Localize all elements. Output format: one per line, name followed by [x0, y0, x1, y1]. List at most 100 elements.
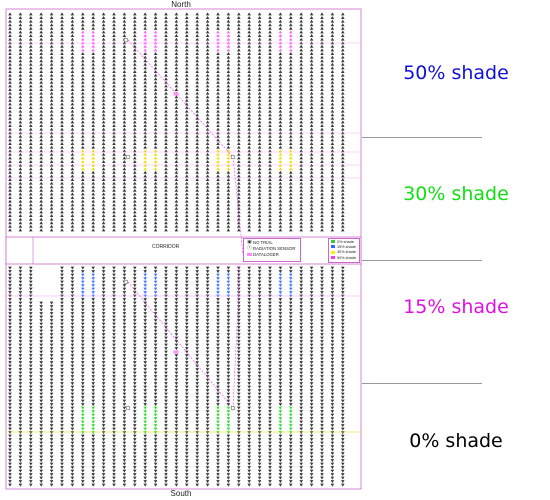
tree-icon — [29, 131, 33, 135]
tree-icon — [143, 382, 147, 386]
tree-icon — [81, 70, 85, 73]
tree-icon — [60, 41, 64, 45]
tree-icon — [341, 476, 345, 480]
tree-icon — [8, 389, 12, 393]
tree-icon — [133, 462, 137, 466]
tree-icon — [133, 340, 137, 344]
tree-icon — [247, 340, 251, 344]
tree-icon — [268, 70, 272, 73]
tree-icon — [60, 185, 64, 189]
tree-icon — [330, 214, 335, 217]
tree-icon — [81, 196, 85, 199]
tree-icon — [185, 469, 189, 473]
tree-icon — [237, 134, 241, 138]
tree-icon — [122, 322, 127, 326]
tree-icon — [289, 152, 293, 156]
tree-icon — [49, 361, 54, 365]
tree-icon — [185, 270, 189, 274]
tree-icon — [112, 203, 116, 207]
tree-icon — [247, 174, 251, 178]
tree-icon — [164, 37, 168, 41]
tree-icon — [341, 199, 345, 203]
tree-icon — [164, 59, 168, 63]
tree-icon — [257, 476, 262, 480]
tree-icon — [81, 19, 85, 23]
tree-icon — [247, 357, 251, 361]
tree-icon — [237, 59, 241, 63]
tree-icon — [174, 192, 179, 196]
tree-icon — [268, 382, 272, 386]
tree-icon — [289, 73, 293, 77]
tree-icon — [195, 424, 199, 428]
tree-icon — [70, 91, 75, 95]
tree-icon — [101, 48, 106, 52]
tree-icon — [133, 131, 137, 135]
tree-icon — [309, 77, 314, 81]
tree-icon — [268, 441, 272, 445]
tree-icon — [299, 291, 303, 295]
tree-icon — [185, 221, 189, 225]
tree-icon — [278, 138, 283, 142]
tree-icon — [320, 466, 324, 470]
tree-icon — [122, 357, 127, 361]
tree-icon — [341, 305, 345, 309]
tree-icon — [247, 62, 251, 66]
tree-icon — [195, 329, 199, 333]
tree-icon — [39, 466, 43, 470]
tree-icon — [49, 66, 54, 70]
tree-icon — [289, 52, 293, 55]
tree-icon — [91, 19, 95, 23]
tree-icon — [18, 441, 23, 445]
tree-icon — [216, 48, 220, 52]
tree-icon — [299, 178, 303, 181]
tree-icon — [299, 66, 303, 70]
tree-icon — [257, 19, 262, 23]
tree-icon — [341, 462, 345, 466]
tree-icon — [320, 319, 324, 323]
tree-icon — [320, 273, 324, 277]
tree-icon — [289, 80, 293, 84]
tree-icon — [237, 403, 241, 407]
tree-icon — [278, 88, 283, 91]
tree-icon — [195, 343, 199, 347]
tree-icon — [39, 192, 43, 196]
tree-icon — [60, 174, 64, 178]
shade-swatch — [331, 245, 335, 249]
tree-icon — [216, 106, 220, 109]
tree-icon — [153, 434, 158, 438]
tree-icon — [195, 273, 199, 277]
tree-icon — [133, 392, 137, 396]
tree-icon — [278, 378, 283, 382]
tree-icon — [81, 368, 85, 372]
tree-icon — [330, 298, 335, 302]
tree-icon — [195, 371, 199, 375]
tree-icon — [205, 410, 210, 414]
tree-icon — [195, 152, 199, 156]
tree-icon — [29, 350, 33, 354]
tree-icon — [70, 329, 75, 333]
tree-icon — [216, 305, 220, 309]
tree-icon — [320, 371, 324, 375]
tree-icon — [91, 452, 95, 456]
tree-icon — [237, 23, 241, 27]
tree-icon — [247, 452, 251, 456]
tree-icon — [247, 284, 251, 288]
tree-icon — [39, 392, 43, 396]
tree-icon — [289, 70, 293, 73]
tree-icon — [257, 312, 262, 316]
tree-icon — [278, 131, 283, 135]
tree-icon — [133, 66, 137, 70]
tree-icon — [185, 30, 189, 34]
tree-icon — [133, 301, 137, 305]
tree-icon — [185, 34, 189, 37]
tree-icon — [257, 210, 262, 214]
tree-icon — [289, 37, 293, 41]
tree-icon — [174, 12, 179, 16]
tree-icon — [39, 95, 43, 99]
tree-icon — [143, 16, 147, 19]
tree-icon — [309, 350, 314, 354]
tree-icon — [18, 483, 23, 487]
tree-icon — [247, 145, 251, 149]
tree-icon — [164, 217, 168, 221]
tree-icon — [81, 413, 85, 417]
